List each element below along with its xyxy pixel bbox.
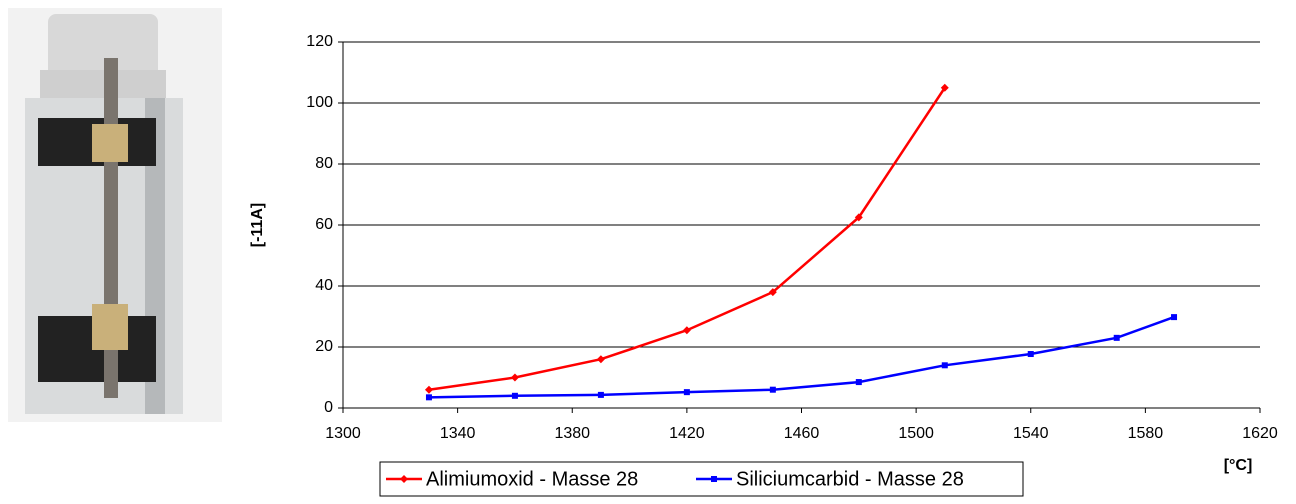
point (510, 373, 519, 382)
x-tick-label: 1420 (669, 425, 705, 442)
x-tick-label: 1500 (898, 425, 934, 442)
point (1113, 334, 1120, 341)
point (682, 326, 691, 335)
point (768, 288, 777, 297)
point (1171, 314, 1178, 321)
y-tick-label: 100 (306, 94, 333, 111)
point (424, 385, 433, 394)
y-tick-label: 20 (315, 338, 333, 355)
series-line (428, 315, 1175, 399)
legend-label: Siliciumcarbid - Masse 28 (736, 468, 964, 490)
point (683, 389, 690, 396)
legend-label: Alimiumoxid - Masse 28 (426, 468, 638, 490)
x-tick-label: 1540 (1013, 425, 1049, 442)
point (597, 391, 604, 398)
x-axis-label: [°C] (1224, 457, 1253, 474)
point (425, 394, 432, 401)
x-tick-label: 1460 (784, 425, 820, 442)
point (940, 83, 949, 92)
point (1027, 351, 1034, 358)
y-tick-label: 40 (315, 277, 333, 294)
point (769, 386, 776, 393)
point (711, 476, 717, 482)
series-line (428, 87, 946, 391)
x-tick-label: 1340 (440, 425, 476, 442)
point (941, 362, 948, 369)
x-tick-label: 1300 (325, 425, 361, 442)
x-tick-label: 1380 (554, 425, 590, 442)
x-tick-label: 1580 (1128, 425, 1164, 442)
point (855, 379, 862, 386)
point (854, 213, 863, 222)
y-tick-label: 120 (306, 33, 333, 50)
y-tick-label: 0 (324, 399, 333, 416)
point (596, 355, 605, 364)
device-photo (8, 8, 222, 422)
y-tick-label: 80 (315, 155, 333, 172)
point (400, 475, 408, 483)
y-axis-label: [-11A] (249, 203, 266, 247)
x-tick-label: 1620 (1242, 425, 1278, 442)
point (511, 392, 518, 399)
y-tick-label: 60 (315, 216, 333, 233)
